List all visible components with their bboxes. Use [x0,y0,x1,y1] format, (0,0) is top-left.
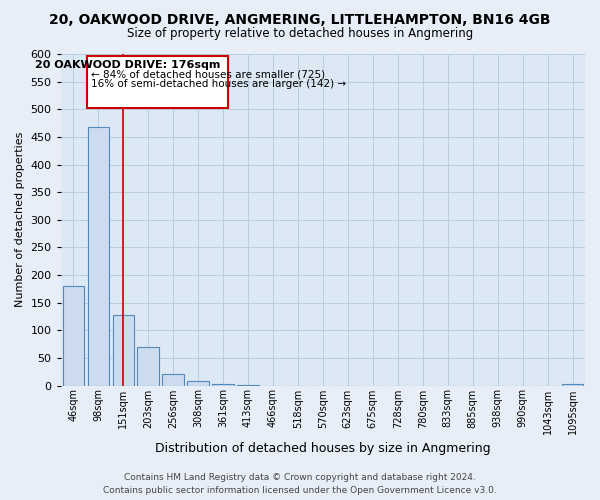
Text: 20, OAKWOOD DRIVE, ANGMERING, LITTLEHAMPTON, BN16 4GB: 20, OAKWOOD DRIVE, ANGMERING, LITTLEHAMP… [49,12,551,26]
Bar [137,347,159,386]
Text: Size of property relative to detached houses in Angmering: Size of property relative to detached ho… [127,28,473,40]
Bar [187,381,209,386]
Text: 16% of semi-detached houses are larger (142) →: 16% of semi-detached houses are larger (… [91,79,346,89]
FancyBboxPatch shape [87,56,228,108]
Text: ← 84% of detached houses are smaller (725): ← 84% of detached houses are smaller (72… [91,70,325,80]
Bar [562,384,583,386]
Bar [163,374,184,386]
Bar [88,127,109,386]
X-axis label: Distribution of detached houses by size in Angmering: Distribution of detached houses by size … [155,442,491,455]
Text: Contains HM Land Registry data © Crown copyright and database right 2024.
Contai: Contains HM Land Registry data © Crown c… [103,474,497,495]
Bar [238,385,259,386]
Bar [212,384,233,386]
Text: 20 OAKWOOD DRIVE: 176sqm: 20 OAKWOOD DRIVE: 176sqm [35,60,221,70]
Bar [62,286,84,386]
Bar [113,315,134,386]
Y-axis label: Number of detached properties: Number of detached properties [15,132,25,308]
